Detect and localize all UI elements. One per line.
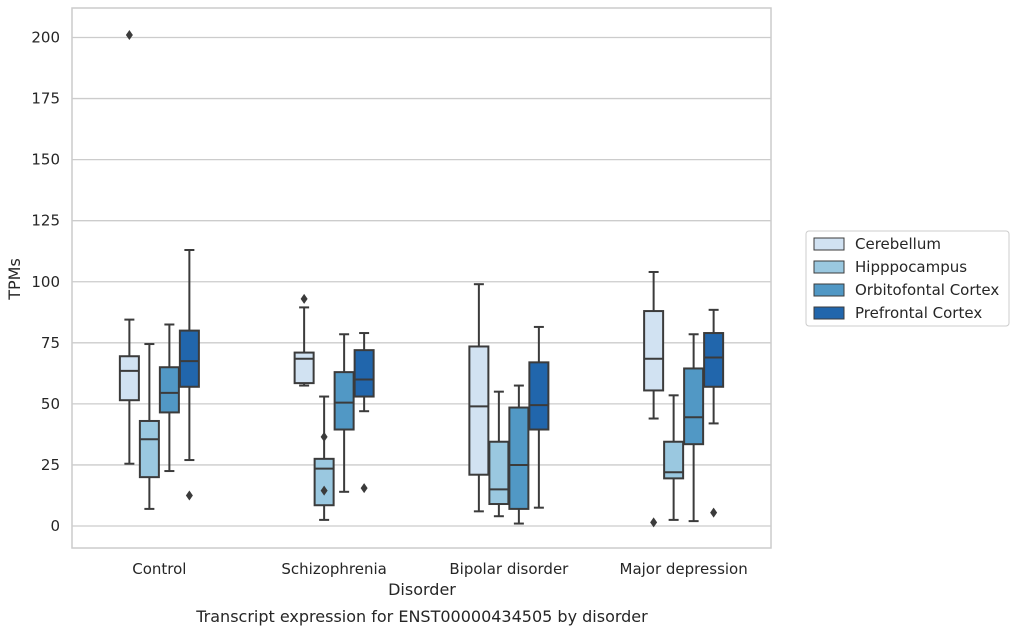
box-iqr xyxy=(528,361,550,431)
y-tick-label: 175 xyxy=(31,90,60,108)
box-cerebellum xyxy=(293,293,315,387)
legend-frame xyxy=(805,230,1010,327)
outlier-point xyxy=(320,431,328,442)
box-prefrontal-cortex xyxy=(703,308,725,518)
box-prefrontal-cortex xyxy=(353,332,375,494)
legend-swatch xyxy=(813,283,845,297)
box-iqr xyxy=(313,457,335,507)
y-tick-label: 125 xyxy=(31,212,60,230)
box-iqr xyxy=(158,366,180,414)
outlier-point xyxy=(300,293,308,304)
box-iqr xyxy=(683,367,705,446)
x-tick-label: Bipolar disorder xyxy=(449,560,569,578)
y-tick-label: 75 xyxy=(41,334,60,352)
legend-swatch xyxy=(813,306,845,320)
y-tick-label: 0 xyxy=(50,517,60,535)
outlier-point xyxy=(710,507,718,518)
legend-items: Cerebellum Hipppocampus Orbitofontal Corte… xyxy=(813,235,999,322)
y-tick-label: 100 xyxy=(31,273,60,291)
box-iqr xyxy=(138,419,160,479)
box-orbitofontal-cortex xyxy=(333,333,355,493)
legend: Cerebellum Hipppocampus Orbitofontal Corte… xyxy=(805,230,1010,327)
box-iqr xyxy=(488,440,510,506)
x-tick-label: Schizophrenia xyxy=(281,560,386,578)
legend-label: Orbitofontal Cortex xyxy=(855,281,999,299)
y-axis-title: TPMs xyxy=(5,258,24,301)
box-hipppocampus xyxy=(663,394,685,521)
x-tick-label: Control xyxy=(132,560,186,578)
chart-caption: Transcript expression for ENST0000043450… xyxy=(195,607,648,626)
legend-label: Cerebellum xyxy=(855,235,941,253)
box-iqr xyxy=(508,406,530,510)
box-hipppocampus xyxy=(488,390,510,518)
box-orbitofontal-cortex xyxy=(683,333,705,523)
y-tick-label: 50 xyxy=(41,395,60,413)
y-tick-label: 150 xyxy=(31,151,60,169)
box-cerebellum xyxy=(118,30,140,465)
box-hipppocampus xyxy=(138,343,160,510)
outlier-point xyxy=(185,490,193,501)
outlier-point xyxy=(360,483,368,494)
x-tick-labels: Control Schizophrenia Bipolar disorder Majo… xyxy=(132,560,747,578)
box-prefrontal-cortex xyxy=(178,248,200,501)
y-tick-labels: 0 25 50 75 100 125 150 175 200 xyxy=(31,29,60,536)
box-iqr xyxy=(353,349,375,398)
box-cerebellum xyxy=(468,283,490,513)
box-prefrontal-cortex xyxy=(528,325,550,509)
box-hipppocampus xyxy=(313,395,335,521)
legend-label: Prefrontal Cortex xyxy=(855,304,982,322)
box-iqr xyxy=(643,310,665,392)
y-tick-label: 200 xyxy=(31,29,60,47)
box-cerebellum xyxy=(643,270,665,528)
box-orbitofontal-cortex xyxy=(158,323,180,473)
outlier-point xyxy=(650,517,658,528)
box-orbitofontal-cortex xyxy=(508,384,530,525)
box-iqr xyxy=(333,371,355,431)
box-iqr xyxy=(293,351,315,385)
boxplots xyxy=(118,30,725,528)
x-tick-label: Major depression xyxy=(620,560,748,578)
outlier-point xyxy=(320,485,328,496)
x-axis-title: Disorder xyxy=(388,580,456,599)
legend-swatch xyxy=(813,260,845,274)
plot-frame xyxy=(71,7,772,549)
box-iqr xyxy=(118,355,140,402)
box-iqr xyxy=(703,332,725,388)
box-iqr xyxy=(663,440,685,480)
legend-swatch xyxy=(813,237,845,251)
box-iqr xyxy=(178,329,200,388)
y-tick-label: 25 xyxy=(41,456,60,474)
box-iqr xyxy=(468,345,490,476)
outlier-point xyxy=(125,30,133,41)
legend-label: Hipppocampus xyxy=(855,258,967,276)
